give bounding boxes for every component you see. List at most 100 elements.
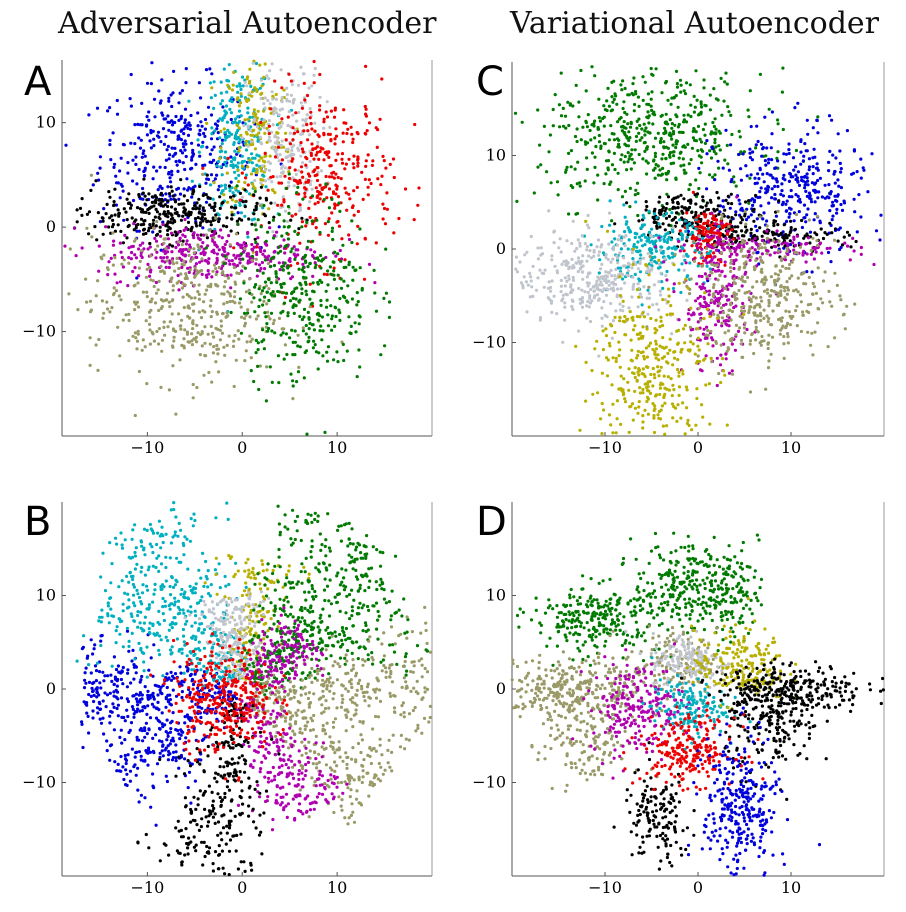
point [240, 171, 244, 175]
point [322, 158, 326, 162]
point [290, 148, 294, 152]
point [318, 253, 323, 258]
point [142, 210, 146, 214]
point [149, 278, 153, 282]
point [175, 210, 179, 215]
point [147, 627, 151, 631]
point [212, 231, 216, 235]
point [364, 623, 368, 628]
point [293, 287, 297, 291]
point [294, 248, 298, 252]
point [307, 623, 311, 627]
point [325, 298, 329, 302]
point [148, 522, 152, 527]
point [122, 715, 126, 720]
point [196, 143, 201, 147]
point [201, 193, 205, 198]
point [213, 204, 217, 208]
point [300, 581, 304, 585]
point [138, 243, 142, 247]
point [199, 668, 203, 672]
point [247, 217, 251, 221]
point [366, 657, 370, 662]
point [345, 762, 349, 767]
point [95, 106, 100, 110]
point [300, 616, 304, 620]
point [392, 175, 396, 180]
point [147, 118, 151, 122]
point [168, 607, 172, 611]
point [237, 217, 241, 221]
point [136, 610, 140, 614]
point [392, 706, 397, 710]
point [327, 706, 331, 710]
point [262, 121, 266, 125]
point [352, 713, 356, 717]
point [226, 314, 230, 318]
point [299, 65, 303, 69]
point [295, 191, 299, 195]
point [186, 304, 190, 308]
point [187, 186, 191, 190]
point [244, 176, 248, 180]
point [242, 589, 247, 593]
point [412, 660, 416, 664]
point [278, 153, 282, 157]
point [132, 239, 137, 243]
point [299, 141, 303, 145]
point [229, 597, 233, 601]
point [283, 525, 287, 529]
point [139, 223, 143, 227]
point [280, 86, 284, 90]
point [137, 266, 141, 270]
point [328, 549, 332, 553]
point [229, 111, 233, 115]
point [159, 140, 163, 144]
point [201, 219, 205, 223]
point [165, 718, 169, 722]
point [130, 705, 135, 709]
point [142, 219, 146, 223]
point [136, 332, 140, 336]
point [263, 62, 267, 66]
point [268, 102, 272, 106]
point [148, 265, 152, 269]
point [118, 354, 122, 358]
point [99, 255, 103, 259]
point [244, 581, 248, 585]
point [265, 635, 269, 639]
point [108, 143, 112, 147]
point [229, 229, 233, 233]
point [258, 641, 262, 645]
point [224, 110, 228, 114]
point [175, 281, 179, 285]
point [267, 207, 271, 211]
point [271, 230, 275, 234]
point [242, 241, 246, 245]
point [366, 682, 370, 686]
point [186, 266, 190, 270]
point [179, 178, 183, 182]
point [165, 672, 169, 676]
point [220, 331, 224, 335]
point [160, 749, 164, 753]
point [188, 268, 192, 272]
point [226, 517, 230, 522]
point [309, 513, 313, 517]
point [205, 173, 209, 177]
point [125, 236, 129, 240]
point [266, 261, 270, 266]
point [111, 293, 116, 297]
point [255, 133, 259, 137]
point [253, 582, 257, 586]
point [350, 685, 354, 690]
point [409, 689, 413, 694]
point [175, 637, 179, 641]
point [230, 132, 234, 136]
point [154, 291, 159, 295]
point [152, 165, 156, 169]
point [224, 104, 229, 108]
point [321, 329, 325, 333]
point [234, 137, 238, 141]
point [325, 272, 329, 277]
